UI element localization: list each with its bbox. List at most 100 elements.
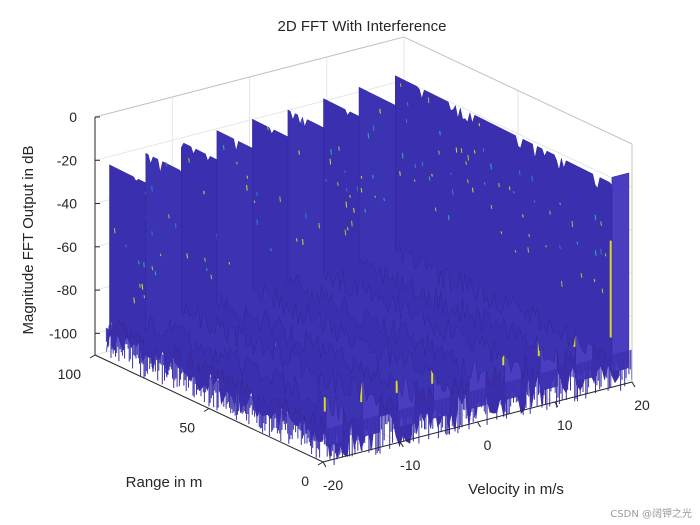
- x-tick-label: -10: [400, 457, 420, 473]
- surface-speckle: [256, 219, 258, 226]
- surface-speckle: [473, 150, 476, 154]
- surface-speckle: [527, 247, 529, 253]
- surface-speckle: [270, 248, 272, 251]
- z-tick-label: 0: [69, 109, 77, 125]
- surface-speckle: [353, 207, 355, 213]
- surface-speckle: [210, 274, 213, 280]
- surface-speckle: [203, 190, 205, 195]
- surface-speckle: [379, 108, 381, 114]
- surface-speckle: [460, 148, 463, 153]
- surface-speckle: [439, 130, 441, 136]
- surface-speckle: [236, 161, 238, 165]
- x-tick-label: -20: [323, 477, 343, 493]
- surface-speckle: [351, 220, 353, 227]
- surface-speckle: [467, 179, 469, 184]
- box-top-edges: [94, 36, 633, 145]
- z-tick-label: -100: [49, 325, 77, 341]
- z-tick-label: -60: [57, 239, 77, 255]
- y-tick: [317, 461, 324, 466]
- surface-speckle: [604, 253, 607, 257]
- surface-speckle: [113, 228, 116, 234]
- y-tick-label: 50: [179, 420, 195, 436]
- surface-speckle: [528, 234, 530, 237]
- x-axis-label: Velocity in m/s: [468, 481, 564, 498]
- surface-speckle: [188, 157, 190, 163]
- surface-speckle: [151, 231, 153, 236]
- surface-speckle: [133, 297, 135, 304]
- y-tick: [89, 354, 96, 359]
- surface-speckle: [154, 271, 157, 276]
- surface-speckle: [253, 200, 256, 204]
- surface-speckle: [139, 283, 141, 288]
- surface-speckle: [302, 238, 304, 245]
- surface-speckle: [374, 195, 376, 198]
- surface-speckle: [431, 173, 433, 177]
- surface-speckle: [576, 241, 579, 245]
- surface-speckle: [345, 188, 348, 192]
- surface-speckle: [325, 179, 327, 182]
- surface-speckle: [165, 162, 168, 167]
- y-tick-label: 0: [301, 473, 309, 489]
- surface-speckle: [296, 238, 298, 242]
- surface-speckle: [421, 161, 424, 167]
- surface-speckle: [545, 245, 547, 248]
- surface-speckle: [360, 175, 363, 179]
- surface-speckle: [345, 201, 348, 208]
- surface-speckle: [401, 152, 404, 159]
- surface-speckle: [531, 175, 533, 182]
- surface-speckle: [364, 208, 366, 213]
- surface-speckle: [533, 200, 536, 203]
- surface-speckle: [594, 250, 597, 256]
- surface-speckle: [571, 220, 574, 228]
- surface-speckle: [383, 198, 385, 202]
- x-tick-label: 0: [484, 437, 492, 453]
- surface-speckle: [138, 260, 140, 265]
- x-tick-label: 10: [557, 417, 573, 433]
- surface-speckle: [478, 122, 481, 127]
- surface-speckle: [344, 229, 347, 236]
- surface-speckle: [399, 171, 401, 176]
- y-tick: [203, 408, 210, 412]
- surface-speckle: [472, 187, 474, 193]
- surface-speckle: [367, 133, 370, 139]
- surface-speckle: [467, 154, 469, 161]
- surface-speckle: [344, 170, 346, 173]
- surface-speckle: [452, 189, 454, 196]
- surface-speckle: [372, 125, 375, 132]
- surface-speckle: [206, 268, 208, 271]
- surface-speckle: [500, 231, 503, 235]
- surface-speckle: [372, 174, 374, 179]
- surface-speckle: [514, 249, 517, 253]
- x-tick: [399, 441, 404, 448]
- surface-speckle: [337, 182, 339, 186]
- surface-speckle: [143, 295, 146, 299]
- surface-speckle: [447, 215, 450, 221]
- surface-speckle: [490, 205, 493, 210]
- surface-speckle: [559, 245, 561, 249]
- surface-speckle: [438, 150, 440, 155]
- surface-speckle: [455, 147, 458, 153]
- z-tick-label: -20: [57, 152, 77, 168]
- surface-speckle: [580, 273, 583, 278]
- surface-speckle: [549, 210, 551, 215]
- surface-speckle: [222, 145, 225, 150]
- surface-speckle: [204, 257, 206, 262]
- surface-speckle: [405, 118, 408, 124]
- x-tick-label: 20: [634, 397, 650, 413]
- surface-speckle: [151, 185, 153, 192]
- surface-speckle: [559, 202, 561, 205]
- watermark: CSDN @阔钾之光: [610, 507, 692, 520]
- surface-speckle: [356, 186, 359, 192]
- surface-speckle: [399, 83, 402, 87]
- surface-speckle: [151, 266, 154, 271]
- y-tick-label: 100: [58, 366, 82, 382]
- surface-speckle: [518, 170, 521, 175]
- surface-speckle: [267, 126, 269, 131]
- surface-speckle: [593, 278, 596, 283]
- surface-speckle: [305, 212, 307, 219]
- surface-speckle: [125, 244, 127, 248]
- surface-speckle: [330, 148, 332, 155]
- surface-speckle: [490, 163, 492, 170]
- surface-speckle: [594, 214, 597, 221]
